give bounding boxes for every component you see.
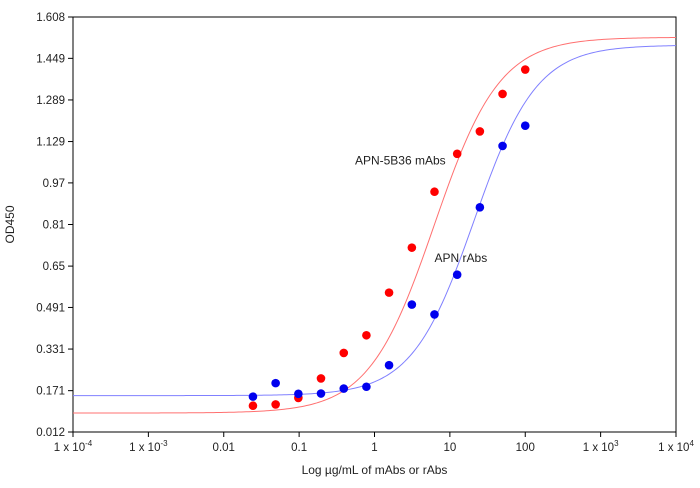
x-tick-label: 10 xyxy=(443,442,456,454)
data-point-series-0 xyxy=(248,401,258,411)
data-point-series-1 xyxy=(316,389,326,398)
data-point-series-0 xyxy=(339,348,349,358)
y-tick-label: 1.129 xyxy=(36,137,65,149)
data-point-series-1 xyxy=(430,310,439,319)
data-point-series-0 xyxy=(384,288,394,297)
y-tick-label: 0.491 xyxy=(36,302,65,314)
y-tick-label: 0.331 xyxy=(36,344,65,356)
y-tick-label: 1.289 xyxy=(36,95,65,107)
x-tick-label: 1 x 103 xyxy=(583,439,619,454)
data-point-series-0 xyxy=(475,127,485,136)
y-tick-label: 0.65 xyxy=(43,261,65,273)
data-point-series-0 xyxy=(271,400,280,409)
x-axis-ticks: 1 x 10-4 1 x 10-3 0.01 0.1 1 10 100 1 x 103 1 x … xyxy=(54,432,694,454)
x-tick-label: 100 xyxy=(516,442,535,454)
y-axis-ticks: 0.012 0.171 0.331 0.491 0.65 0.81 0.97 1.129 1.2… xyxy=(36,12,73,439)
data-point-series-1 xyxy=(294,389,303,399)
data-point-series-1 xyxy=(520,121,530,130)
y-tick-label: 0.171 xyxy=(36,386,65,398)
data-point-series-0 xyxy=(498,89,507,99)
data-point-series-1 xyxy=(452,270,462,279)
y-axis-title: OD450 xyxy=(3,205,17,243)
fit-curves xyxy=(73,37,677,414)
data-point-series-1 xyxy=(384,360,394,370)
x-tick-label: 1 x 10-3 xyxy=(129,439,168,454)
data-point-series-0 xyxy=(316,374,326,383)
data-points xyxy=(248,65,530,411)
series-label-0: APN-5B36 mAbs xyxy=(355,154,446,168)
data-point-series-0 xyxy=(407,243,417,252)
y-tick-label: 1.608 xyxy=(36,12,65,24)
data-point-series-0 xyxy=(452,149,462,159)
data-point-series-1 xyxy=(362,382,371,392)
y-tick-label: 0.97 xyxy=(43,178,65,190)
data-point-series-1 xyxy=(498,141,507,151)
fit-curve-series-1 xyxy=(73,45,677,397)
data-point-series-1 xyxy=(248,392,258,401)
data-point-series-1 xyxy=(475,203,485,212)
series-label-1: APN rAbs xyxy=(435,251,488,265)
x-tick-label: 1 xyxy=(371,442,377,454)
x-tick-label: 1 x 104 xyxy=(658,439,694,454)
data-point-series-0 xyxy=(430,187,439,197)
data-point-series-0 xyxy=(362,330,371,340)
x-tick-label: 0.01 xyxy=(213,442,235,454)
y-tick-label: 0.81 xyxy=(43,220,65,232)
x-tick-label: 1 x 10-4 xyxy=(54,439,93,454)
data-point-series-1 xyxy=(339,384,349,393)
data-point-series-1 xyxy=(407,300,417,309)
series-labels: APN-5B36 mAbs APN rAbs xyxy=(355,154,487,266)
x-axis-title: Log µg/mL of mAbs or rAbs xyxy=(302,463,448,477)
y-tick-label: 0.012 xyxy=(36,427,65,439)
fit-curve-series-0 xyxy=(73,37,677,414)
data-point-series-1 xyxy=(271,378,280,388)
plot-frame xyxy=(72,16,677,433)
data-point-series-0 xyxy=(520,65,530,74)
y-tick-label: 1.449 xyxy=(36,53,65,65)
x-tick-label: 0.1 xyxy=(291,442,307,454)
